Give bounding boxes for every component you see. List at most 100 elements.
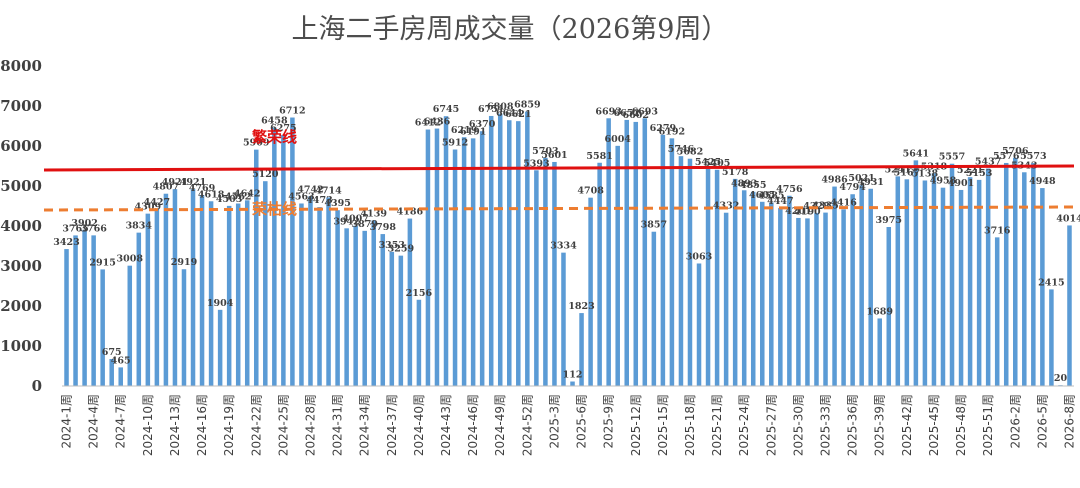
- bar-series: [64, 111, 1072, 387]
- x-tick-label: 2025-24周: [737, 394, 751, 456]
- data-label: 4416: [830, 197, 857, 208]
- data-label: 4309: [135, 202, 162, 213]
- y-tick-label: 5000: [0, 177, 42, 195]
- bar: [389, 251, 395, 386]
- data-label: 4931: [857, 177, 883, 188]
- data-label: 4395: [324, 198, 350, 209]
- data-label: 4618: [198, 189, 225, 200]
- bar: [290, 117, 295, 387]
- bar: [64, 249, 69, 386]
- bar: [832, 186, 837, 386]
- y-tick-label: 8000: [0, 57, 42, 75]
- x-tick-label: 2025-51周: [981, 394, 995, 456]
- bar: [488, 115, 494, 387]
- bar: [272, 127, 277, 387]
- bar: [136, 232, 142, 386]
- data-label: 6602: [623, 110, 649, 121]
- data-label: 6745: [433, 104, 459, 115]
- bar: [172, 189, 178, 386]
- data-label: 3857: [641, 220, 667, 231]
- data-label: 5021: [848, 173, 874, 184]
- data-label: 6693: [595, 106, 621, 117]
- data-label: 4139: [361, 208, 388, 219]
- bar: [814, 212, 819, 386]
- data-label: 6751: [478, 104, 504, 115]
- data-label: 6275: [270, 123, 296, 134]
- bar: [651, 231, 657, 386]
- data-label: 4447: [767, 196, 793, 207]
- bar: [579, 313, 584, 386]
- x-tick-label: 2025-3周: [547, 394, 561, 449]
- bar: [787, 195, 792, 386]
- bar: [299, 203, 304, 386]
- x-tick-label: 2025-45周: [927, 394, 941, 456]
- y-tick-label: 1000: [0, 337, 42, 355]
- x-tick-label: 2024-37周: [385, 394, 399, 456]
- bar: [1022, 172, 1027, 386]
- data-label: 6859: [514, 100, 541, 111]
- x-tick-label: 2025-33周: [819, 394, 833, 456]
- data-label: 4948: [1029, 176, 1056, 187]
- bar: [552, 161, 557, 386]
- x-tick-label: 2025-39周: [873, 394, 887, 456]
- bar: [254, 149, 259, 386]
- bar: [705, 169, 711, 386]
- data-label: 3766: [80, 223, 107, 234]
- data-label: 6192: [659, 126, 685, 137]
- data-label: 4893: [731, 178, 757, 189]
- data-label: 4562: [225, 192, 251, 203]
- data-label: 4642: [234, 188, 260, 199]
- bar: [362, 230, 367, 386]
- bar: [335, 210, 340, 386]
- x-tick-label: 2024-25周: [276, 394, 290, 456]
- data-label: 20: [1054, 373, 1068, 384]
- x-tick-label: 2024-52周: [520, 394, 534, 456]
- bar: [443, 116, 449, 386]
- data-label: 2919: [171, 257, 198, 268]
- data-label: 4794: [839, 182, 866, 193]
- x-tick-label: 2025-36周: [846, 394, 860, 456]
- data-label: 6191: [460, 126, 486, 137]
- data-label: 5912: [442, 138, 468, 149]
- bar: [434, 128, 440, 386]
- y-axis: 0 1000 2000 3000 4000 5000 6000 7000 8000: [0, 57, 42, 395]
- bar: [1040, 188, 1045, 386]
- data-label: 3879: [351, 219, 378, 230]
- bar: [769, 202, 774, 386]
- data-label: 6219: [451, 125, 478, 136]
- data-label: 3334: [550, 241, 577, 252]
- x-tick-label: 2025-18周: [683, 394, 697, 456]
- bar: [778, 208, 783, 386]
- bar: [985, 168, 991, 386]
- bar: [154, 208, 160, 386]
- data-label: 3902: [71, 218, 97, 229]
- bar: [913, 160, 919, 386]
- data-label: 5120: [252, 169, 279, 180]
- bar: [931, 173, 937, 386]
- data-label: 4335: [812, 201, 838, 212]
- bar: [190, 189, 196, 386]
- x-tick-label: 2024-16周: [195, 394, 209, 456]
- bar: [570, 381, 575, 386]
- data-label: 4807: [153, 182, 179, 193]
- bar: [958, 189, 964, 386]
- data-label: 4332: [713, 201, 739, 212]
- bar: [850, 194, 855, 386]
- bar: [100, 269, 105, 386]
- bar: [516, 121, 521, 386]
- data-label: 4708: [577, 186, 604, 197]
- x-tick-label: 2024-31周: [331, 394, 345, 456]
- bar: [208, 201, 214, 386]
- data-label: 5153: [966, 168, 992, 179]
- x-tick-label: 2024-43周: [439, 394, 453, 456]
- data-label: 5557: [939, 152, 965, 163]
- bar: [371, 220, 376, 386]
- x-tick-label: 2024-49周: [493, 394, 507, 456]
- bar: [326, 197, 331, 386]
- bar: [859, 185, 864, 386]
- bar: [1031, 163, 1036, 386]
- bar: [308, 196, 313, 386]
- data-label: 4756: [776, 184, 803, 195]
